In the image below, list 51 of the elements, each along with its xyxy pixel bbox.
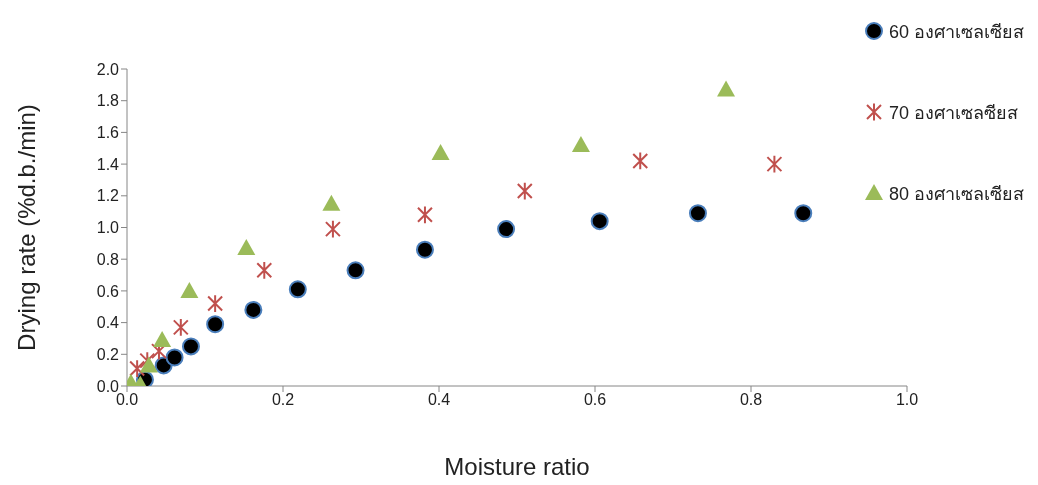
y-tick-label: 0.6 [96, 282, 120, 300]
point [153, 331, 172, 348]
x-tick-label: 0.8 [739, 391, 763, 409]
point [688, 204, 707, 223]
y-tick-label: 1.2 [96, 187, 120, 205]
point [180, 281, 199, 298]
x-tick-label: 0.6 [583, 391, 607, 409]
y-tick-label: 0.2 [96, 345, 120, 363]
point [632, 151, 649, 171]
point [766, 154, 783, 174]
point [516, 181, 533, 201]
point [129, 359, 146, 378]
point [288, 280, 307, 299]
y-tick-label: 0.4 [96, 314, 120, 332]
point [497, 220, 516, 239]
legend-label: 80 องศาเซลเซียส [889, 182, 1025, 206]
y-tick-label: 0.8 [96, 250, 120, 268]
y-tick-label: 1.8 [96, 92, 120, 110]
point [415, 240, 434, 259]
point [139, 356, 158, 373]
point [244, 300, 263, 319]
x-tick-label: 0.2 [271, 391, 295, 409]
point [165, 348, 184, 367]
point [717, 80, 736, 97]
point [207, 294, 224, 313]
point [431, 144, 450, 161]
point [416, 205, 433, 225]
y-tick-label: 1.0 [96, 219, 120, 237]
y-axis-title: Drying rate (%d.b./min) [12, 104, 40, 351]
point [794, 204, 813, 223]
point [181, 337, 200, 356]
x-tick-label: 0.4 [427, 391, 451, 409]
point [206, 315, 225, 334]
point [150, 341, 167, 361]
y-tick-label: 1.4 [96, 155, 120, 173]
x-tick-label: 0.0 [115, 391, 139, 409]
legend-label: 70 องศาเซลซียส [889, 101, 1019, 125]
point [346, 261, 365, 280]
legend-label: 60 องศาเซลเซียส [889, 20, 1025, 44]
x-tick-label: 1.0 [895, 391, 919, 409]
x-axis-title: Moisture ratio [444, 453, 590, 480]
point [256, 260, 273, 280]
y-tick-label: 2.0 [96, 60, 120, 78]
point [322, 194, 341, 211]
point [139, 351, 156, 371]
y-tick-label: 1.6 [96, 124, 120, 142]
point [324, 219, 341, 239]
point [571, 136, 590, 153]
point [172, 317, 189, 337]
point [590, 212, 609, 231]
point [237, 239, 256, 256]
